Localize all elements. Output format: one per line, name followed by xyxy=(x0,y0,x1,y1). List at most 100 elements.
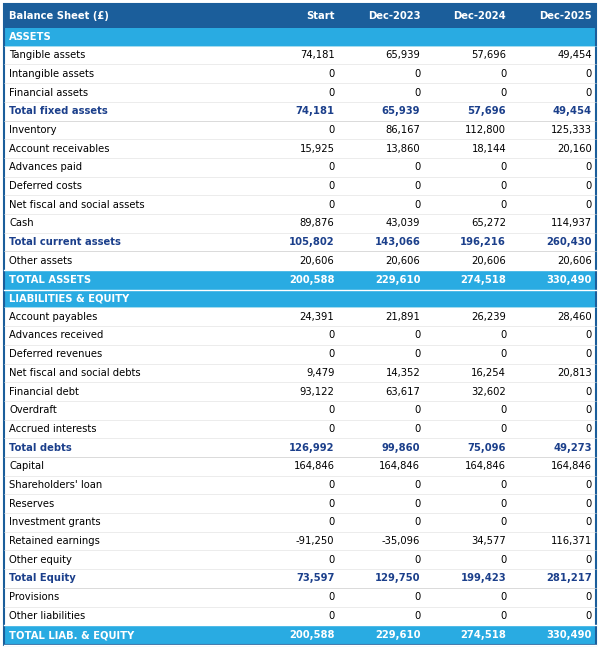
Text: 20,160: 20,160 xyxy=(557,143,592,154)
Bar xyxy=(4,326,596,345)
Text: 24,391: 24,391 xyxy=(300,312,334,322)
Text: Total fixed assets: Total fixed assets xyxy=(9,106,108,116)
Text: 164,846: 164,846 xyxy=(551,461,592,471)
Text: TOTAL LIAB. & EQUITY: TOTAL LIAB. & EQUITY xyxy=(9,630,134,640)
Bar xyxy=(4,625,596,645)
Text: 0: 0 xyxy=(500,330,506,341)
Text: 0: 0 xyxy=(586,611,592,621)
Text: Advances received: Advances received xyxy=(9,330,103,341)
Text: 0: 0 xyxy=(328,88,334,97)
Text: 0: 0 xyxy=(500,592,506,602)
Text: 73,597: 73,597 xyxy=(296,574,334,583)
Text: 0: 0 xyxy=(414,181,421,191)
Text: 57,696: 57,696 xyxy=(467,106,506,116)
Text: Shareholders' loan: Shareholders' loan xyxy=(9,480,102,490)
Text: Cash: Cash xyxy=(9,218,34,228)
Bar xyxy=(4,363,596,382)
Bar xyxy=(4,251,596,270)
Text: 43,039: 43,039 xyxy=(386,218,421,228)
Text: 200,588: 200,588 xyxy=(289,275,334,285)
Bar xyxy=(4,46,596,64)
Text: 129,750: 129,750 xyxy=(375,574,421,583)
Bar xyxy=(4,64,596,83)
Text: 0: 0 xyxy=(328,555,334,565)
Text: 0: 0 xyxy=(328,349,334,359)
Text: Retained earnings: Retained earnings xyxy=(9,536,100,546)
Text: 229,610: 229,610 xyxy=(375,630,421,640)
Text: 0: 0 xyxy=(500,69,506,79)
Text: 0: 0 xyxy=(414,555,421,565)
Text: Balance Sheet (£): Balance Sheet (£) xyxy=(9,11,109,21)
Bar xyxy=(4,513,596,532)
Text: Other liabilities: Other liabilities xyxy=(9,611,85,621)
Text: 0: 0 xyxy=(414,424,421,434)
Text: 65,939: 65,939 xyxy=(382,106,421,116)
Text: 330,490: 330,490 xyxy=(547,275,592,285)
Text: Provisions: Provisions xyxy=(9,592,59,602)
Text: 199,423: 199,423 xyxy=(461,574,506,583)
Text: ASSETS: ASSETS xyxy=(9,32,52,42)
Text: 49,273: 49,273 xyxy=(553,443,592,452)
Text: 0: 0 xyxy=(414,517,421,528)
Bar xyxy=(4,532,596,550)
Text: Other equity: Other equity xyxy=(9,555,72,565)
Text: 0: 0 xyxy=(586,592,592,602)
Text: Account payables: Account payables xyxy=(9,312,97,322)
Text: Financial debt: Financial debt xyxy=(9,387,79,397)
Text: 89,876: 89,876 xyxy=(300,218,334,228)
Text: 74,181: 74,181 xyxy=(300,50,334,60)
Bar xyxy=(4,140,596,158)
Text: 0: 0 xyxy=(586,498,592,509)
Bar xyxy=(4,290,596,308)
Text: 0: 0 xyxy=(586,424,592,434)
Text: 13,860: 13,860 xyxy=(386,143,421,154)
Text: 0: 0 xyxy=(328,162,334,172)
Text: 0: 0 xyxy=(586,517,592,528)
Text: Advances paid: Advances paid xyxy=(9,162,82,172)
Text: Dec-2023: Dec-2023 xyxy=(368,11,421,21)
Text: 0: 0 xyxy=(586,181,592,191)
Bar xyxy=(4,607,596,625)
Bar xyxy=(4,83,596,102)
Text: Accrued interests: Accrued interests xyxy=(9,424,97,434)
Text: 0: 0 xyxy=(414,592,421,602)
Text: 0: 0 xyxy=(500,555,506,565)
Text: 26,239: 26,239 xyxy=(471,312,506,322)
Text: 0: 0 xyxy=(328,200,334,210)
Text: Deferred costs: Deferred costs xyxy=(9,181,82,191)
Text: 0: 0 xyxy=(500,517,506,528)
Text: 0: 0 xyxy=(328,330,334,341)
Text: 0: 0 xyxy=(500,480,506,490)
Text: -35,096: -35,096 xyxy=(382,536,421,546)
Bar xyxy=(4,569,596,588)
Text: 74,181: 74,181 xyxy=(295,106,334,116)
Bar xyxy=(4,270,596,290)
Text: 57,696: 57,696 xyxy=(471,50,506,60)
Text: 20,606: 20,606 xyxy=(300,256,334,265)
Bar xyxy=(4,345,596,363)
Text: 93,122: 93,122 xyxy=(299,387,334,397)
Text: 196,216: 196,216 xyxy=(460,237,506,247)
Text: Other assets: Other assets xyxy=(9,256,72,265)
Text: Start: Start xyxy=(306,11,334,21)
Text: Overdraft: Overdraft xyxy=(9,405,57,415)
Text: 125,333: 125,333 xyxy=(551,125,592,135)
Text: 164,846: 164,846 xyxy=(465,461,506,471)
Bar xyxy=(4,214,596,233)
Text: 281,217: 281,217 xyxy=(546,574,592,583)
Text: 0: 0 xyxy=(586,88,592,97)
Text: 0: 0 xyxy=(586,387,592,397)
Text: 126,992: 126,992 xyxy=(289,443,334,452)
Text: 0: 0 xyxy=(414,611,421,621)
Bar xyxy=(4,588,596,607)
Text: 0: 0 xyxy=(500,498,506,509)
Text: 0: 0 xyxy=(328,498,334,509)
Text: 20,606: 20,606 xyxy=(386,256,421,265)
Text: Investment grants: Investment grants xyxy=(9,517,101,528)
Text: 116,371: 116,371 xyxy=(551,536,592,546)
Text: 18,144: 18,144 xyxy=(472,143,506,154)
Text: Dec-2025: Dec-2025 xyxy=(539,11,592,21)
Text: 20,606: 20,606 xyxy=(557,256,592,265)
Bar xyxy=(4,121,596,140)
Text: 75,096: 75,096 xyxy=(467,443,506,452)
